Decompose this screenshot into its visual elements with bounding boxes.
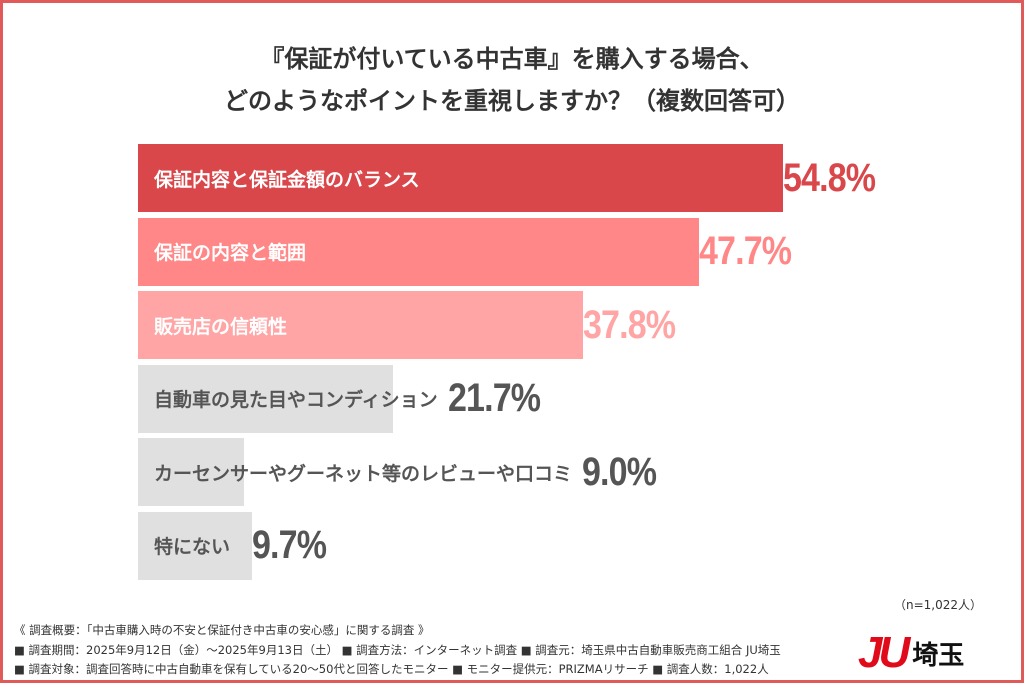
value-label: 9.7% <box>252 523 327 568</box>
bar-row: 特にない 9.7% <box>138 511 998 580</box>
footer-target: ■ 調査対象：調査回答時に中古自動車を保有している20〜50代と回答したモニター… <box>14 662 769 676</box>
bar-row: 保証の内容と範囲 47.7% <box>138 217 998 286</box>
logo-mark: JU <box>858 628 910 677</box>
bar-row: カーセンサーやグーネット等のレビューや口コミ 9.0% <box>138 438 998 507</box>
bar-label: 保証内容と保証金額のバランス <box>154 168 420 191</box>
bar-label: 特にない <box>154 536 231 559</box>
bar-label: カーセンサーやグーネット等のレビューや口コミ <box>154 462 573 485</box>
footer-period: ■ 調査期間：2025年9月12日（金）〜2025年9月13日（土） ■ 調査方… <box>14 643 781 657</box>
value-label: 47.7% <box>699 229 792 274</box>
bar <box>138 217 700 286</box>
bar-label-wrap: カーセンサーやグーネット等のレビューや口コミ <box>138 459 582 486</box>
bar-label: 自動車の見た目やコンディション <box>154 389 438 412</box>
value-label: 21.7% <box>447 376 541 421</box>
bar-label: 保証の内容と範囲 <box>154 242 307 265</box>
sample-size: （n=1,022人） <box>893 598 982 612</box>
bar-row: 販売店の信頼性 37.8% <box>138 291 998 360</box>
bar-label-wrap: 保証内容と保証金額のバランス <box>138 165 783 192</box>
title-line-1: 『保証が付いている中古車』を購入する場合、 <box>260 45 764 73</box>
ju-saitama-logo: JU 埼玉 <box>858 628 964 678</box>
bar <box>138 511 253 580</box>
bar <box>138 144 783 212</box>
title-line-2: どのようなポイントを重視しますか？（複数回答可） <box>224 87 800 115</box>
value-label: 9.0% <box>582 449 657 494</box>
chart-title: 『保証が付いている中古車』を購入する場合、 どのようなポイントを重視しますか？（… <box>0 38 1024 122</box>
bar-chart: 保証内容と保証金額のバランス 54.8% 保証の内容と範囲 47.7% 販売店の信頼性 3… <box>138 144 998 586</box>
bar-row: 保証内容と保証金額のバランス 54.8% <box>138 144 998 212</box>
bar-row: 自動車の見た目やコンディション 21.7% <box>138 364 998 433</box>
bar-label: 販売店の信頼性 <box>154 315 288 338</box>
bar-label-wrap: 特にない <box>138 532 252 559</box>
bar-label-wrap: 販売店の信頼性 <box>138 312 583 339</box>
bar <box>138 291 583 360</box>
bar <box>138 438 244 507</box>
logo-text: 埼玉 <box>912 640 965 671</box>
footer-summary: 《 調査概要：「中古車購入時の不安と保証付き中古車の安心感」に関する調査 》 <box>14 623 430 637</box>
value-label: 37.8% <box>582 302 676 347</box>
bar <box>138 364 394 433</box>
bar-label-wrap: 保証の内容と範囲 <box>138 238 699 265</box>
bar-label-wrap: 自動車の見た目やコンディション <box>138 385 448 412</box>
value-label: 54.8% <box>782 155 876 200</box>
